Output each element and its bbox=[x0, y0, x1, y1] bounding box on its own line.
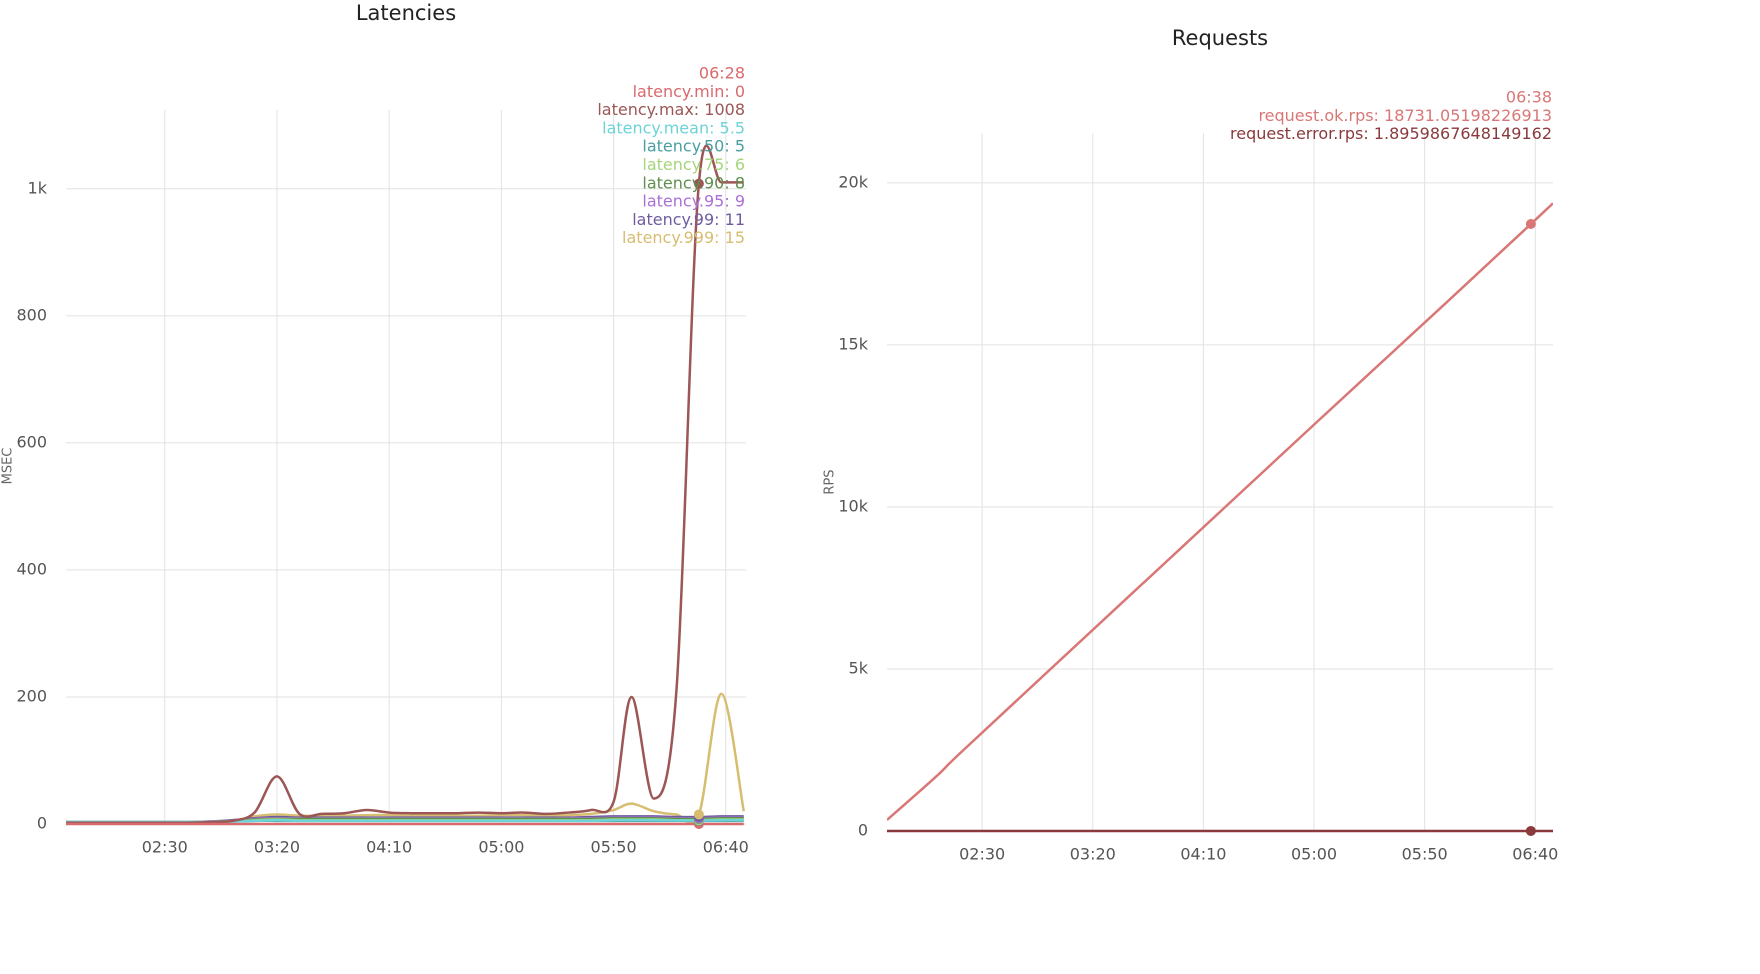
x-tick-label: 03:20 bbox=[254, 838, 300, 857]
y-tick-label: 10k bbox=[838, 496, 868, 515]
hover-label: request.ok.rps: 18731.05198226913 bbox=[1258, 106, 1552, 125]
y-tick-label: 5k bbox=[849, 658, 869, 677]
x-tick-label: 05:50 bbox=[591, 838, 637, 857]
y-tick-label: 800 bbox=[16, 305, 47, 324]
y-axis-label: RPS bbox=[823, 469, 838, 494]
hover-dot bbox=[693, 178, 704, 189]
hover-label: request.error.rps: 1.8959867648149162 bbox=[1230, 124, 1552, 143]
hover-label: latency.99: 11 bbox=[632, 210, 745, 229]
hover-label: latency.999: 15 bbox=[622, 228, 745, 247]
hover-label: latency.mean: 5.5 bbox=[602, 118, 745, 137]
x-tick-label: 02:30 bbox=[142, 838, 188, 857]
x-tick-label: 02:30 bbox=[959, 845, 1005, 864]
series-line bbox=[887, 202, 1553, 821]
x-tick-label: 05:50 bbox=[1402, 845, 1448, 864]
y-tick-label: 200 bbox=[16, 686, 47, 705]
y-tick-label: 400 bbox=[16, 559, 47, 578]
y-tick-label: 15k bbox=[838, 334, 868, 353]
hover-label: latency.min: 0 bbox=[633, 82, 745, 101]
x-tick-label: 06:40 bbox=[703, 838, 749, 857]
y-tick-label: 20k bbox=[838, 172, 868, 191]
chart-title: Latencies bbox=[356, 1, 456, 25]
y-tick-label: 0 bbox=[858, 821, 868, 840]
x-tick-label: 06:40 bbox=[1512, 845, 1558, 864]
x-tick-label: 03:20 bbox=[1070, 845, 1116, 864]
hover-label: latency.max: 1008 bbox=[597, 100, 745, 119]
hover-time: 06:38 bbox=[1506, 88, 1552, 107]
y-tick-label: 1k bbox=[28, 178, 48, 197]
chart: Requests RPS 0 5k 10k 15k 20k 02:30 03:20 04:10 05… bbox=[823, 26, 1559, 864]
x-tick-label: 05:00 bbox=[478, 838, 524, 857]
hover-time: 06:28 bbox=[699, 64, 745, 83]
hover-dot bbox=[1525, 825, 1536, 836]
y-tick-label: 600 bbox=[16, 432, 47, 451]
series-line bbox=[66, 692, 745, 825]
chart-title: Requests bbox=[1172, 26, 1268, 50]
hover-label: latency.75: 6 bbox=[642, 155, 745, 174]
hover-dot bbox=[1525, 219, 1536, 230]
series-line bbox=[66, 144, 744, 825]
x-tick-label: 04:10 bbox=[1180, 845, 1226, 864]
hover-dot bbox=[693, 809, 704, 820]
y-axis-label: MSEC bbox=[1, 448, 16, 485]
hover-label: latency.95: 9 bbox=[642, 192, 745, 211]
x-tick-label: 05:00 bbox=[1291, 845, 1337, 864]
y-tick-label: 0 bbox=[37, 814, 47, 833]
chart: Latencies MSEC 0 200 400 600 800 1k 02:30 03:20 04… bbox=[1, 1, 749, 857]
x-tick-label: 04:10 bbox=[366, 838, 412, 857]
hover-label: latency.90: 8 bbox=[642, 173, 745, 192]
hover-label: latency.50: 5 bbox=[642, 137, 745, 156]
